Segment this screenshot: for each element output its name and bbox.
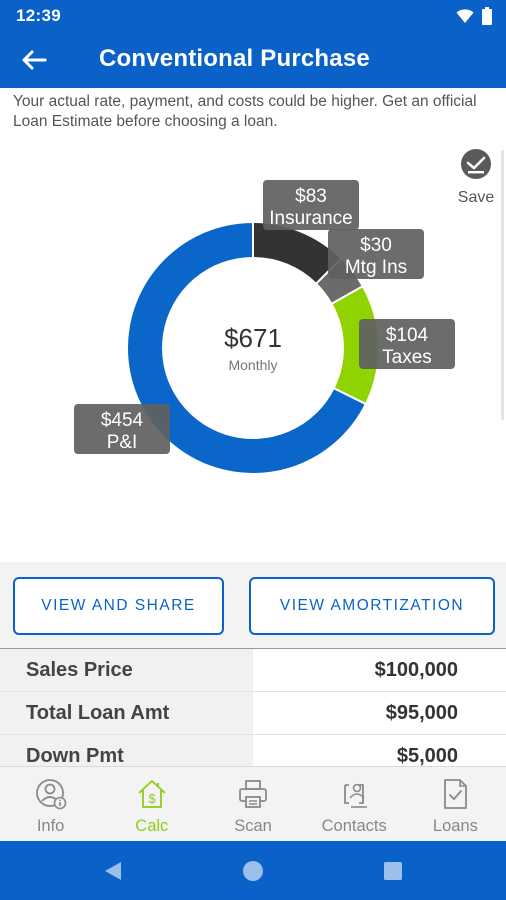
document-check-icon — [444, 779, 468, 809]
person-info-icon — [35, 779, 66, 810]
system-home-icon[interactable] — [241, 859, 265, 883]
total-loan-amt-label: Total Loan Amt — [0, 692, 253, 734]
house-dollar-icon: $ — [138, 780, 166, 808]
nav-label: Loans — [432, 817, 478, 835]
chart-label-amount: $454 — [101, 410, 144, 431]
status-icons — [456, 7, 492, 25]
table-row: Down Pmt $5,000 — [0, 735, 506, 766]
sales-price-value[interactable]: $100,000 — [253, 649, 506, 691]
system-nav-bar — [0, 841, 506, 900]
sales-price-label: Sales Price — [0, 649, 253, 691]
back-arrow-icon — [22, 50, 47, 70]
system-back-icon[interactable] — [101, 859, 125, 883]
app-bar: Conventional Purchase — [0, 32, 506, 88]
status-time: 12:39 — [16, 6, 61, 25]
status-bar: 12:39 — [0, 0, 506, 32]
chart-label-name: P&I — [107, 432, 138, 453]
view-and-share-button[interactable]: VIEW AND SHARE — [13, 577, 224, 635]
total-loan-amt-value[interactable]: $95,000 — [253, 692, 506, 734]
battery-icon — [482, 7, 492, 25]
chart-label-box — [328, 229, 424, 279]
nav-item-loans[interactable]: Loans — [405, 767, 506, 841]
bottom-nav: Info $ Calc Scan Contacts — [0, 766, 506, 841]
chart-label-box — [74, 404, 170, 454]
check-circle-icon — [461, 149, 491, 179]
table-row: Total Loan Amt $95,000 — [0, 692, 506, 735]
action-band: VIEW AND SHARE VIEW AMORTIZATION — [0, 562, 506, 648]
chart-label-name: Taxes — [382, 347, 432, 368]
scrollbar[interactable] — [501, 150, 504, 420]
chart-label-name: Mtg Ins — [345, 257, 407, 278]
contacts-icon — [344, 783, 368, 808]
svg-text:$: $ — [148, 791, 156, 806]
chart-center-label: Monthly — [228, 357, 277, 373]
save-label: Save — [457, 189, 495, 206]
back-button[interactable] — [18, 44, 50, 76]
chart-label-amount: $104 — [386, 325, 429, 346]
slice-p-i[interactable] — [126, 220, 368, 475]
page-title: Conventional Purchase — [99, 45, 370, 72]
nav-label: Info — [36, 817, 65, 835]
chart-label-box — [359, 319, 455, 369]
disclaimer-text: Your actual rate, payment, and costs cou… — [13, 93, 477, 130]
chart-label-name: Insurance — [269, 208, 352, 229]
chart-label-box — [263, 180, 359, 230]
nav-label: Contacts — [321, 817, 387, 835]
nav-item-contacts[interactable]: Contacts — [304, 767, 405, 841]
wifi-icon — [456, 9, 474, 23]
nav-item-info[interactable]: Info — [0, 767, 101, 841]
chart-label-amount: $83 — [295, 186, 327, 207]
nav-label: Scan — [234, 817, 272, 835]
loan-summary-table: Sales Price $100,000 Total Loan Amt $95,… — [0, 648, 506, 766]
save-button[interactable]: Save — [449, 148, 503, 207]
down-pmt-value[interactable]: $5,000 — [253, 735, 506, 766]
nav-label: Calc — [135, 817, 169, 835]
system-recents-icon[interactable] — [381, 859, 405, 883]
down-pmt-label: Down Pmt — [0, 735, 253, 766]
nav-item-scan[interactable]: Scan — [202, 767, 303, 841]
chart-center-value: $671 — [224, 323, 282, 353]
nav-item-calc[interactable]: $ Calc — [101, 767, 202, 841]
printer-icon — [239, 780, 267, 808]
chart-label-amount: $30 — [360, 235, 392, 256]
view-amortization-button[interactable]: VIEW AMORTIZATION — [249, 577, 495, 635]
table-row: Sales Price $100,000 — [0, 649, 506, 692]
